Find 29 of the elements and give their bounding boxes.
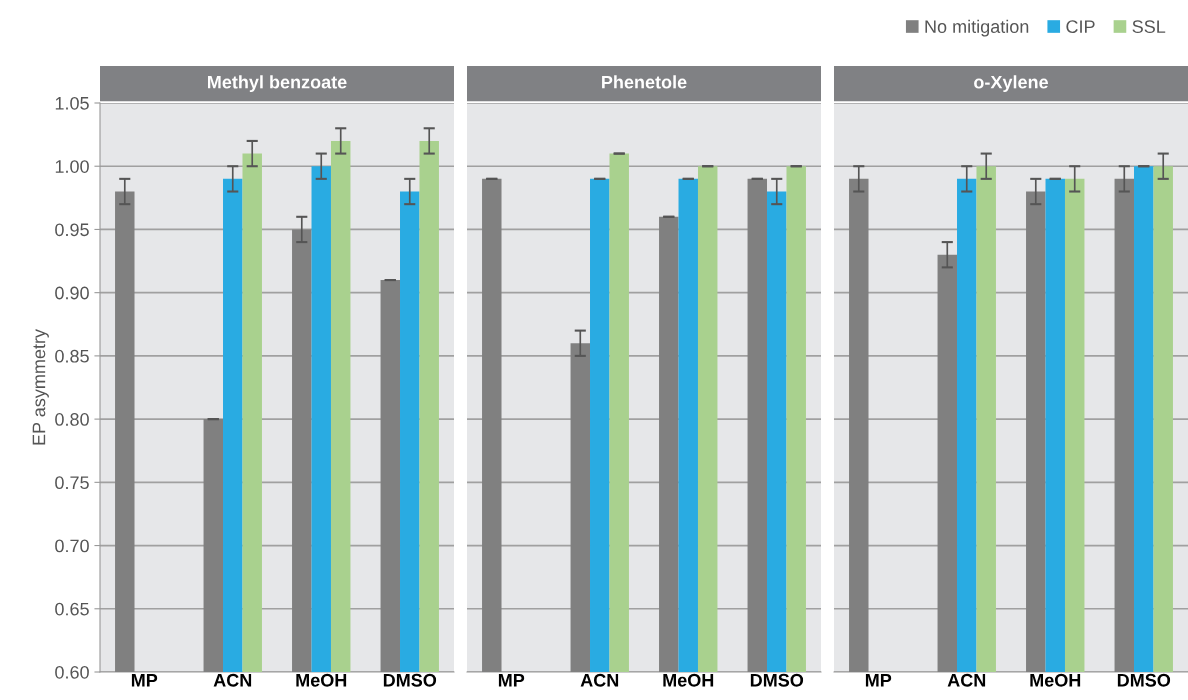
x-tick-label: DMSO	[383, 673, 437, 687]
legend-label: CIP	[1066, 20, 1095, 34]
x-tick-label: DMSO	[1117, 673, 1171, 687]
x-tick-label: MeOH	[296, 673, 347, 687]
x-tick-label: MeOH	[1030, 673, 1081, 687]
y-tick-label: 0.60	[55, 665, 89, 679]
chart-title: Methyl benzoate	[207, 75, 347, 93]
x-tick-label: MP	[498, 674, 525, 687]
x-tick-label: MP	[865, 674, 892, 687]
chart-title: Phenetole	[602, 75, 687, 89]
y-tick-label: 0.85	[55, 349, 89, 363]
chart-title: o-Xylene	[974, 75, 1049, 93]
y-tick-label: 0.70	[55, 539, 89, 553]
legend-label: SSL	[1132, 20, 1166, 34]
y-tick-label: 0.95	[55, 223, 89, 237]
x-tick-label: MP	[131, 674, 158, 687]
x-tick-label: ACN	[580, 673, 619, 687]
y-tick-label: 0.65	[55, 602, 89, 616]
x-tick-label: DMSO	[750, 673, 804, 687]
y-tick-label: 1.05	[55, 96, 89, 110]
x-tick-label: ACN	[213, 673, 252, 687]
y-tick-label: 0.90	[55, 286, 89, 300]
y-axis-title: EP asymmetry	[32, 329, 49, 445]
y-tick-label: 0.75	[55, 476, 89, 490]
y-tick-label: 0.80	[55, 413, 89, 426]
x-tick-label: MeOH	[663, 673, 714, 687]
x-tick-label: ACN	[947, 673, 986, 687]
legend-label: No mitigation	[925, 19, 1029, 37]
y-tick-label: 1.00	[55, 160, 89, 173]
